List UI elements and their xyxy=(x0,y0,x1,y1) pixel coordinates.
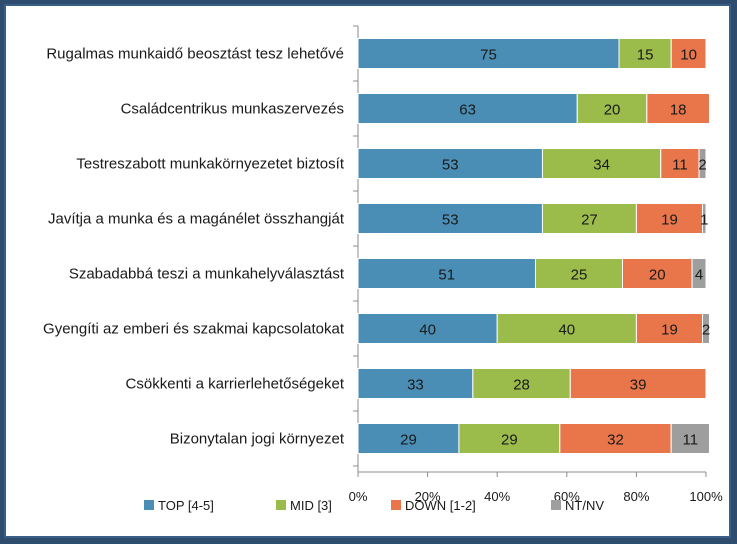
bar-segment xyxy=(635,313,704,344)
data-label: 32 xyxy=(607,432,624,449)
bar-segment xyxy=(618,38,672,69)
bar-segment xyxy=(621,258,693,289)
legend-label: DOWN [1-2] xyxy=(405,498,476,513)
bar-segment xyxy=(357,203,543,234)
bar-segment xyxy=(576,93,648,124)
data-label: 10 xyxy=(680,47,697,64)
data-label: 40 xyxy=(419,322,436,339)
bar-segment xyxy=(357,148,543,179)
legend-swatch xyxy=(144,500,154,510)
bar-segment xyxy=(357,258,536,289)
bar-segment xyxy=(702,203,707,234)
data-label: 33 xyxy=(407,377,424,394)
bar-segment xyxy=(541,148,662,179)
data-label: 27 xyxy=(581,212,598,229)
data-label: 75 xyxy=(480,47,497,64)
bar-segment xyxy=(357,423,460,454)
legend-label: MID [3] xyxy=(290,498,332,513)
category-label: Javítja a munka és a magánélet összhangj… xyxy=(48,211,345,228)
data-label: 28 xyxy=(513,377,530,394)
bar-segment xyxy=(635,203,704,234)
data-label: 20 xyxy=(604,102,621,119)
data-label: 51 xyxy=(438,267,455,284)
data-label: 1 xyxy=(700,212,708,229)
data-label: 20 xyxy=(649,267,666,284)
data-label: 19 xyxy=(661,322,678,339)
category-label: Bizonytalan jogi környezet xyxy=(170,431,345,448)
bar-segment xyxy=(646,93,710,124)
data-label: 11 xyxy=(683,432,699,449)
bar-segment xyxy=(496,313,637,344)
category-label: Családcentrikus munkaszervezés xyxy=(121,101,344,118)
data-label: 29 xyxy=(400,432,417,449)
legend-label: NT/NV xyxy=(565,498,604,513)
data-label: 29 xyxy=(501,432,518,449)
data-label: 19 xyxy=(661,212,678,229)
x-tick-label: 80% xyxy=(623,489,649,504)
bar-segment xyxy=(670,423,710,454)
category-label: Szabadabbá teszi a munkahelyválasztást xyxy=(69,266,345,283)
bar-segment xyxy=(670,38,707,69)
bar-segment xyxy=(458,423,561,454)
x-tick-label: 100% xyxy=(689,489,723,504)
data-label: 34 xyxy=(593,157,610,174)
data-label: 53 xyxy=(442,212,459,229)
bar-segment xyxy=(702,313,710,344)
bar-segment xyxy=(357,368,474,399)
data-label: 53 xyxy=(442,157,459,174)
data-label: 40 xyxy=(558,322,575,339)
x-tick-label: 20% xyxy=(415,489,441,504)
data-label: 11 xyxy=(672,157,688,174)
legend-swatch xyxy=(551,500,561,510)
bar-segment xyxy=(698,148,707,179)
legend-swatch xyxy=(276,500,286,510)
data-label: 63 xyxy=(459,102,476,119)
bar-segment xyxy=(569,368,707,399)
category-label: Testreszabott munkakörnyezetet biztosít xyxy=(76,156,344,173)
category-label: Rugalmas munkaidő beosztást tesz lehetőv… xyxy=(46,46,344,63)
chart-frame: 0% 20% 40% 60% 80% 100% Rugalmas munkaidő beos… xyxy=(4,4,731,538)
category-label: Csökkenti a karrierlehetőségeket xyxy=(126,376,345,393)
legend-label: TOP [4-5] xyxy=(158,498,214,513)
bar-segment xyxy=(660,148,700,179)
data-label: 39 xyxy=(630,377,647,394)
category-label: Gyengíti az emberi és szakmai kapcsolato… xyxy=(43,321,345,338)
bar-segment xyxy=(357,38,620,69)
bar-segment xyxy=(691,258,707,289)
bar-segment xyxy=(357,313,498,344)
x-tick-label: 40% xyxy=(484,489,510,504)
bar-segment xyxy=(357,93,578,124)
x-tick-label: 0% xyxy=(349,489,368,504)
data-label: 4 xyxy=(695,267,703,284)
bar-segment xyxy=(472,368,571,399)
data-label: 18 xyxy=(670,102,687,119)
stacked-bar-chart: 0% 20% 40% 60% 80% 100%Rugalmas munkaidő beos… xyxy=(43,25,723,513)
data-label: 2 xyxy=(702,322,710,339)
data-label: 2 xyxy=(698,157,706,174)
data-label: 15 xyxy=(637,47,654,64)
data-label: 25 xyxy=(571,267,588,284)
legend-swatch xyxy=(391,500,401,510)
